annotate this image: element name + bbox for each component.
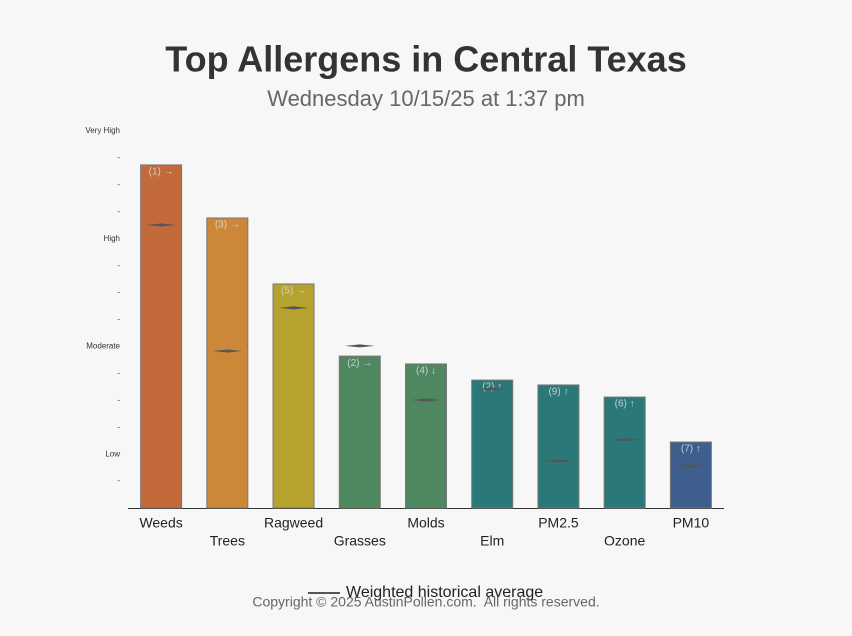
bar: [471, 379, 514, 509]
y-tick-label: -: [117, 422, 120, 431]
chart-subtitle: Wednesday 10/15/25 at 1:37 pm: [267, 86, 585, 111]
x-tick-label: Grasses: [334, 533, 386, 549]
x-tick-label: Elm: [480, 533, 504, 549]
historical-average-marker: [477, 387, 508, 391]
x-tick-label: Weeds: [139, 515, 182, 531]
y-tick-label: -: [117, 288, 120, 297]
historical-average-marker: [675, 464, 706, 468]
y-tick-label: High: [104, 234, 120, 243]
bar-label: (6) ↑: [615, 399, 635, 410]
bar-label: (3) →: [215, 220, 240, 231]
bar-label: (5) →: [281, 286, 306, 297]
x-tick-label: Trees: [210, 533, 245, 549]
bar: [603, 396, 646, 509]
chart-title: Top Allergens in Central Texas: [165, 39, 686, 80]
historical-average-marker: [609, 438, 640, 442]
y-tick-label: Very High: [85, 126, 120, 135]
historical-average-marker: [278, 306, 309, 310]
historical-average-marker: [411, 398, 441, 402]
y-tick-label: -: [117, 368, 120, 377]
x-tick-label: Molds: [407, 515, 444, 531]
bar: [338, 355, 381, 509]
y-tick-label: -: [117, 153, 120, 162]
x-tick-label: Ragweed: [264, 515, 323, 531]
y-tick-label: Low: [105, 449, 120, 458]
bar-label: (2) ↑: [482, 382, 502, 393]
y-tick-label: -: [117, 476, 120, 485]
y-tick-label: Moderate: [86, 342, 120, 351]
historical-average-marker: [543, 459, 574, 463]
bar-label: (7) ↑: [681, 444, 701, 455]
x-tick-label: Ozone: [604, 533, 645, 549]
historical-average-marker: [212, 349, 243, 353]
bar-label: (4) ↓: [416, 366, 436, 377]
legend-label: Weighted historical average: [346, 584, 543, 601]
y-tick-label: -: [117, 395, 120, 404]
y-tick-label: -: [117, 315, 120, 324]
bar: [537, 384, 580, 509]
bar-label: (2) →: [347, 358, 372, 369]
historical-average-marker: [344, 344, 375, 348]
y-tick-label: -: [117, 207, 120, 216]
bar: [206, 217, 249, 509]
y-tick-label: -: [117, 261, 120, 270]
historical-average-marker: [146, 223, 177, 227]
bar-label: (9) ↑: [548, 387, 568, 398]
bar: [140, 164, 183, 509]
x-tick-label: PM10: [673, 515, 710, 531]
y-tick-label: -: [117, 180, 120, 189]
x-tick-label: PM2.5: [538, 515, 579, 531]
bar: [405, 363, 447, 509]
bar: [669, 441, 712, 509]
bar-label: (1) →: [149, 167, 174, 178]
footer: Copyright © 2025 AustinPollen.com. All r…: [252, 594, 599, 610]
bar: [272, 283, 315, 509]
